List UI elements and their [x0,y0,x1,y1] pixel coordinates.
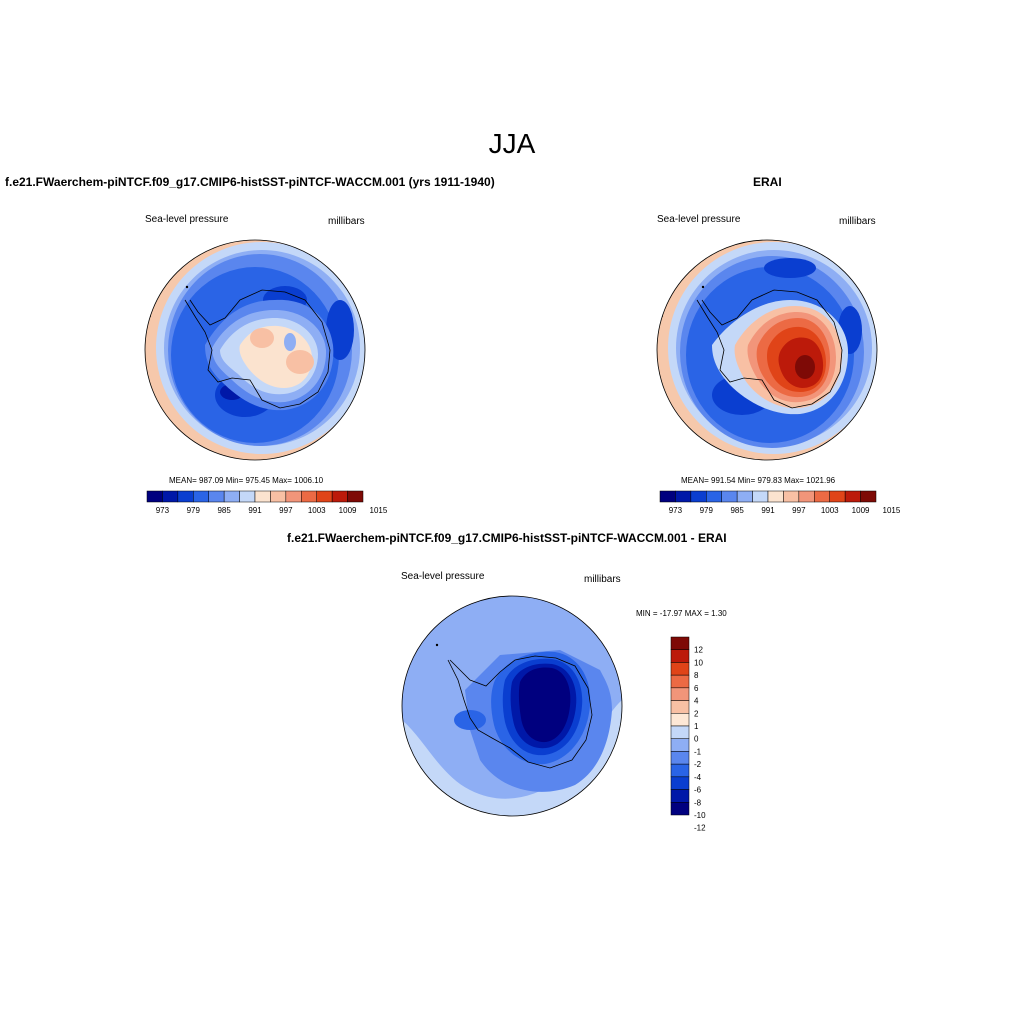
panel-3-title: f.e21.FWaerchem-piNTCF.f09_g17.CMIP6-his… [287,531,727,545]
colorbar-swatch [239,490,256,503]
colorbar-tick-label: 8 [694,671,699,680]
panel-1-units-label: millibars [328,216,365,227]
colorbar-tick-label: 0 [694,735,699,744]
colorbar-tick-label: 12 [694,646,703,655]
colorbar-swatch [347,490,364,503]
panel-1-title: f.e21.FWaerchem-piNTCF.f09_g17.CMIP6-his… [5,175,495,189]
panel-2-colorbar: 973 979 985 991 997 1003 1009 1015 [659,490,901,515]
colorbar-swatch [767,490,784,503]
figure-title: JJA [488,128,536,159]
colorbar-swatch [670,725,690,739]
colorbar-swatch [254,490,271,503]
colorbar-tick-label: 1015 [370,506,388,515]
colorbar-tick-label: 973 [669,506,683,515]
panel-3-variable-label: Sea-level pressure [401,571,485,582]
colorbar-swatch [814,490,830,503]
colorbar-swatch [829,490,846,503]
colorbar-tick-label: -2 [694,760,702,769]
colorbar-swatch [223,490,240,503]
colorbar-swatch [285,490,302,503]
colorbar-swatch [860,490,877,503]
panel-3-units-label: millibars [584,574,621,585]
colorbar-swatch [721,490,738,503]
colorbar-swatch [208,490,225,503]
colorbar-tick-label: 991 [761,506,775,515]
colorbar-swatch [670,802,690,816]
colorbar-swatch [783,490,800,503]
colorbar-tick-label: -8 [694,798,702,807]
colorbar-tick-label: 2 [694,709,699,718]
colorbar-tick-label: -6 [694,786,702,795]
colorbar-tick-label: 997 [792,506,806,515]
panel-1-colorbar: 973 979 985 991 997 1003 1009 1015 [146,490,388,515]
colorbar-swatch [844,490,861,503]
colorbar-swatch [706,490,722,503]
colorbar-swatch [193,490,209,503]
colorbar-swatch [752,490,769,503]
colorbar-tick-label: 1009 [339,506,357,515]
panel-3-map-border [401,595,623,817]
colorbar-tick-label: 973 [156,506,170,515]
colorbar-tick-label: -12 [694,824,706,833]
colorbar-swatch [316,490,333,503]
colorbar-swatch [670,649,690,663]
colorbar-tick-label: 979 [700,506,714,515]
panel-2-title: ERAI [753,175,782,189]
panel-3-stats: MIN = -17.97 MAX = 1.30 [636,609,727,618]
colorbar-swatch [670,687,690,701]
panel-2-stats: MEAN= 991.54 Min= 979.83 Max= 1021.96 [681,476,836,485]
colorbar-tick-label: 1015 [883,506,901,515]
colorbar-swatch [690,490,707,503]
colorbar-tick-label: 1003 [308,506,326,515]
colorbar-tick-label: 979 [187,506,201,515]
colorbar-tick-label: 991 [248,506,262,515]
colorbar-tick-label: 985 [217,506,231,515]
panel-2-map-border [656,239,878,461]
panel-1-stats: MEAN= 987.09 Min= 975.45 Max= 1006.10 [169,476,324,485]
colorbar-swatch [670,751,690,765]
colorbar-swatch [675,490,692,503]
colorbar-tick-label: 997 [279,506,293,515]
colorbar-swatch [798,490,815,503]
colorbar-swatch [670,713,690,727]
panel-1-map-border [144,239,366,461]
colorbar-tick-label: 4 [694,697,699,706]
colorbar-swatch [162,490,179,503]
colorbar-tick-label: 1003 [821,506,839,515]
colorbar-tick-label: 1 [694,722,699,731]
panel-2-map [657,240,877,460]
colorbar-tick-label: 6 [694,684,699,693]
panel-2-units-label: millibars [839,216,876,227]
panel-1-variable-label: Sea-level pressure [145,214,229,225]
colorbar-swatch [670,776,690,790]
colorbar-swatch [146,490,163,503]
colorbar-swatch [331,490,348,503]
colorbar-swatch [670,763,690,778]
colorbar-swatch [670,700,690,714]
colorbar-tick-label: -4 [694,773,702,782]
colorbar-swatch [659,490,676,503]
panel-3-map [402,596,622,816]
colorbar-swatch [177,490,194,503]
colorbar-swatch [670,738,690,752]
colorbar-tick-label: -10 [694,811,706,820]
colorbar-swatch [736,490,753,503]
panel-1-map [145,240,365,460]
colorbar-swatch [670,674,690,689]
colorbar-tick-label: 10 [694,658,703,667]
colorbar-tick-label: 985 [730,506,744,515]
colorbar-swatch [670,662,690,676]
colorbar-tick-label: 1009 [852,506,870,515]
panel-2-variable-label: Sea-level pressure [657,214,741,225]
colorbar-swatch [670,636,690,650]
colorbar-swatch [301,490,317,503]
colorbar-swatch [270,490,287,503]
colorbar-tick-label: -1 [694,747,702,756]
colorbar-swatch [670,789,690,803]
